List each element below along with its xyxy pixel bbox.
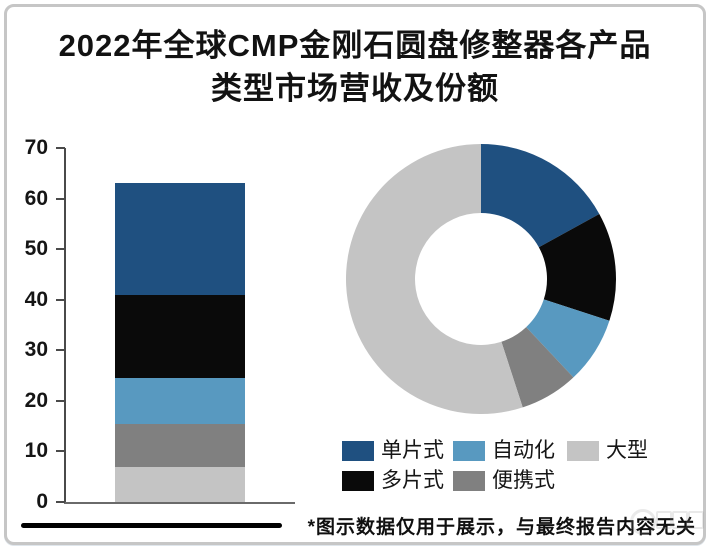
footnote-disclaimer: *图示数据仅用于展示，与最终报告内容无关	[307, 517, 696, 538]
bar-segment-portable	[115, 423, 245, 467]
y-tick-mark-0	[56, 501, 65, 503]
y-tick-label-40: 40	[24, 287, 48, 311]
legend-label-automated: 自动化	[492, 439, 555, 462]
legend-swatch-large	[567, 441, 599, 461]
legend-label-single-piece: 单片式	[381, 439, 444, 462]
bar-segment-automated	[115, 378, 245, 424]
y-tick-label-20: 20	[24, 388, 48, 412]
legend-item-single-piece: 单片式	[342, 440, 444, 462]
donut-slice-multi-piece	[538, 213, 616, 321]
legend-swatch-single-piece	[342, 441, 374, 461]
bottom-rule	[21, 523, 282, 528]
donut-slice-large	[345, 143, 523, 414]
legend-item-automated: 自动化	[453, 440, 555, 462]
legend-item-multi-piece: 多片式	[342, 470, 444, 492]
legend-swatch-multi-piece	[342, 471, 374, 491]
bar-segment-single-piece	[115, 183, 245, 295]
legend-label-large: 大型	[606, 439, 648, 462]
y-tick-label-60: 60	[24, 186, 48, 210]
y-tick-mark-20	[56, 399, 65, 402]
y-tick-mark-60	[56, 197, 65, 200]
legend-label-portable: 便携式	[492, 469, 555, 492]
chart-title: 2022年全球CMP金刚石圆盘修整器各产品 类型市场营收及份额	[30, 24, 680, 110]
legend-swatch-automated	[453, 441, 485, 461]
y-tick-label-30: 30	[24, 338, 48, 362]
y-tick-label-70: 70	[24, 136, 48, 159]
donut-slice-portable	[501, 327, 574, 408]
donut-slice-single-piece	[481, 144, 600, 248]
y-tick-label-50: 50	[24, 237, 48, 261]
chart-title-line1: 2022年全球CMP金刚石圆盘修整器各产品	[58, 28, 652, 63]
y-tick-mark-50	[56, 248, 65, 251]
donut-chart	[345, 143, 616, 414]
legend-item-large: 大型	[567, 440, 648, 462]
x-axis-baseline	[64, 502, 295, 504]
legend-label-multi-piece: 多片式	[381, 469, 444, 492]
legend-item-portable: 便携式	[453, 470, 555, 492]
bar-segment-large	[115, 466, 245, 502]
y-tick-mark-40	[56, 298, 65, 301]
y-tick-mark-30	[56, 349, 65, 352]
bar-segment-multi-piece	[115, 294, 245, 379]
y-axis-line	[64, 148, 66, 504]
chart-title-line2: 类型市场营收及份额	[211, 71, 499, 106]
chart-legend: 单片式 自动化 大型多片式 便携式	[342, 440, 682, 498]
y-tick-label-0: 0	[36, 490, 48, 513]
legend-swatch-portable	[453, 471, 485, 491]
y-tick-mark-10	[56, 450, 65, 453]
y-tick-label-10: 10	[24, 439, 48, 463]
y-tick-mark-70	[56, 147, 65, 149]
donut-slice-automated	[526, 299, 610, 378]
